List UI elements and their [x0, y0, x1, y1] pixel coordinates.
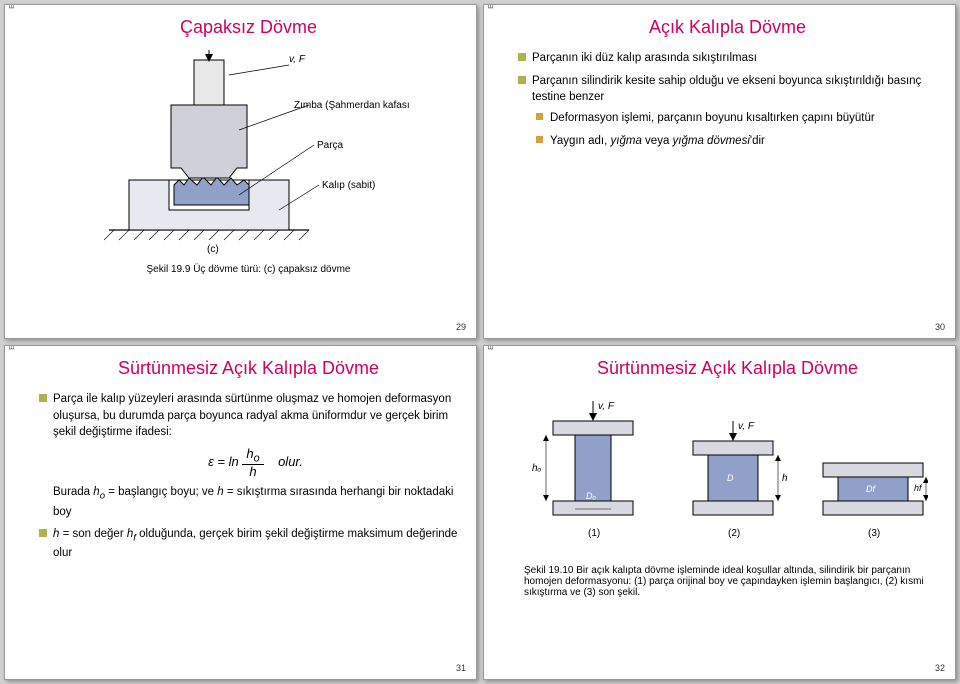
svg-text:Df: Df	[866, 484, 876, 494]
figure-wrap: v, F Zımba (Şahmerdan kafası) Parça Kalı…	[39, 50, 458, 260]
svg-text:(3): (3)	[868, 528, 880, 539]
bullet-list: Parçanın iki düz kalıp arasında sıkıştır…	[518, 50, 937, 149]
slide-29: EUT 231 Üretim Yöntemleri – Doç.Dr. Mura…	[4, 4, 477, 339]
svg-text:hf: hf	[914, 483, 923, 493]
side-label: EUT 231 Üretim Yöntemleri – Doç.Dr. Mura…	[9, 345, 16, 373]
figure-caption: Şekil 19.10 Bir açık kalıpta dövme işlem…	[518, 565, 937, 598]
label-c: (c)	[207, 244, 219, 255]
slide-32: EUT 231 Üretim Yöntemleri – Doç.Dr. Mura…	[483, 345, 956, 680]
page-number: 32	[935, 663, 945, 673]
slide-title: Sürtünmesiz Açık Kalıpla Dövme	[518, 358, 937, 379]
slide-title: Çapaksız Dövme	[39, 17, 458, 38]
figure-wrap: v, F hₒ Dₒ (1) v, F	[518, 391, 937, 561]
forging-diagram: v, F Zımba (Şahmerdan kafası) Parça Kalı…	[89, 50, 409, 260]
bullet-item: Parçanın silindirik kesite sahip olduğu …	[518, 73, 937, 150]
svg-text:D: D	[727, 473, 734, 483]
slide-title: Sürtünmesiz Açık Kalıpla Dövme	[39, 358, 458, 379]
open-die-diagram: v, F hₒ Dₒ (1) v, F	[528, 391, 928, 561]
svg-text:h: h	[782, 473, 788, 484]
slide-31: EUT 231 Üretim Yöntemleri – Doç.Dr. Mura…	[4, 345, 477, 680]
slide-title: Açık Kalıpla Dövme	[518, 17, 937, 38]
page-number: 31	[456, 663, 466, 673]
svg-text:(2): (2)	[728, 528, 740, 539]
bullet-text-2: Burada ho = başlangıç boyu; ve h = sıkış…	[53, 486, 453, 517]
label-parca: Parça	[317, 140, 344, 151]
svg-text:Dₒ: Dₒ	[586, 491, 596, 501]
formula: ε = ln ho h olur.	[53, 447, 458, 478]
bullet-item: h = son değer hf olduğunda, gerçek birim…	[39, 526, 458, 562]
sub-bullet-text: Yaygın adı, yığma veya yığma dövmesi'dir	[550, 135, 765, 147]
figure-caption: Şekil 19.9 Üç dövme türü: (c) çapaksız d…	[39, 264, 458, 275]
page-number: 30	[935, 322, 945, 332]
svg-text:(1): (1)	[588, 528, 600, 539]
slide-30: EUT 231 Üretim Yöntemleri – Doç.Dr. Mura…	[483, 4, 956, 339]
sub-bullet-item: Yaygın adı, yığma veya yığma dövmesi'dir	[536, 133, 937, 150]
page-number: 29	[456, 322, 466, 332]
sub-bullet-item: Deformasyon işlemi, parçanın boyunu kısa…	[536, 110, 937, 127]
side-label: EUT 231 Üretim Yöntemleri – Doç.Dr. Mura…	[488, 4, 495, 32]
bullet-list: Parça ile kalıp yüzeyleri arasında sürtü…	[39, 391, 458, 562]
bullet-item: Parça ile kalıp yüzeyleri arasında sürtü…	[39, 391, 458, 520]
label-vF: v, F	[289, 54, 306, 65]
bullet-text: Parça ile kalıp yüzeyleri arasında sürtü…	[53, 393, 451, 438]
svg-text:v, F: v, F	[738, 421, 755, 432]
label-zimba: Zımba (Şahmerdan kafası)	[294, 100, 409, 111]
bullet-item: Parçanın iki düz kalıp arasında sıkıştır…	[518, 50, 937, 67]
bullet-text: Parçanın silindirik kesite sahip olduğu …	[532, 75, 921, 104]
side-label: EUT 231 Üretim Yöntemleri – Doç.Dr. Mura…	[9, 4, 16, 32]
side-label: EUT 231 Üretim Yöntemleri – Doç.Dr. Mura…	[488, 345, 495, 373]
svg-text:v, F: v, F	[598, 401, 615, 412]
svg-text:hₒ: hₒ	[532, 463, 542, 474]
label-kalip: Kalıp (sabit)	[322, 180, 375, 191]
